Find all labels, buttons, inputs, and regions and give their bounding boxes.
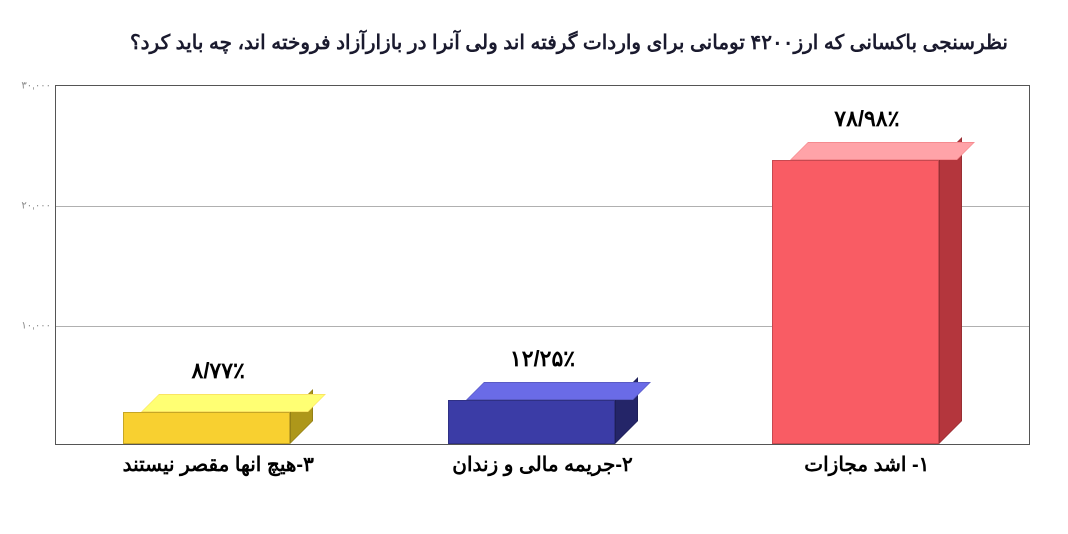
bar-slot: ۷۸/۹۸٪۱- اشد مجازات [747,160,987,444]
bar [123,412,313,444]
bar-front [123,412,290,444]
bar-front [772,160,939,444]
bar [448,400,638,444]
bar-top [141,394,326,412]
bar-percent-label: ۱۲/۲۵٪ [510,346,575,372]
bar-top [790,142,975,160]
plot-area: ۱۰,۰۰۰۲۰,۰۰۰۳۰,۰۰۰ ۷۸/۹۸٪۱- اشد مجازات۱۲… [55,85,1030,445]
bar-percent-label: ۷۸/۹۸٪ [834,106,899,132]
category-label: ۲-جریمه مالی و زندان [452,452,633,477]
bar-top [466,382,651,400]
bar-front [448,400,615,444]
bar [772,160,962,444]
chart-title: نظرسنجی باکسانی که ارز۴۲۰۰ تومانی برای و… [60,30,1008,55]
bar-slot: ۱۲/۲۵٪۲-جریمه مالی و زندان [423,400,663,444]
ytick-label: ۳۰,۰۰۰ [21,81,51,92]
bar-slot: ۸/۷۷٪۳-هیچ انها مقصر نیستند [98,412,338,444]
category-label: ۱- اشد مجازات [804,452,929,477]
bar-percent-label: ۸/۷۷٪ [192,358,245,384]
bar-side [939,137,962,444]
ytick-label: ۱۰,۰۰۰ [21,321,51,332]
category-label: ۳-هیچ انها مقصر نیستند [123,452,314,477]
ytick-label: ۲۰,۰۰۰ [21,201,51,212]
bars-container: ۷۸/۹۸٪۱- اشد مجازات ۱۲/۲۵٪۲-جریمه مالی و … [56,86,1029,444]
